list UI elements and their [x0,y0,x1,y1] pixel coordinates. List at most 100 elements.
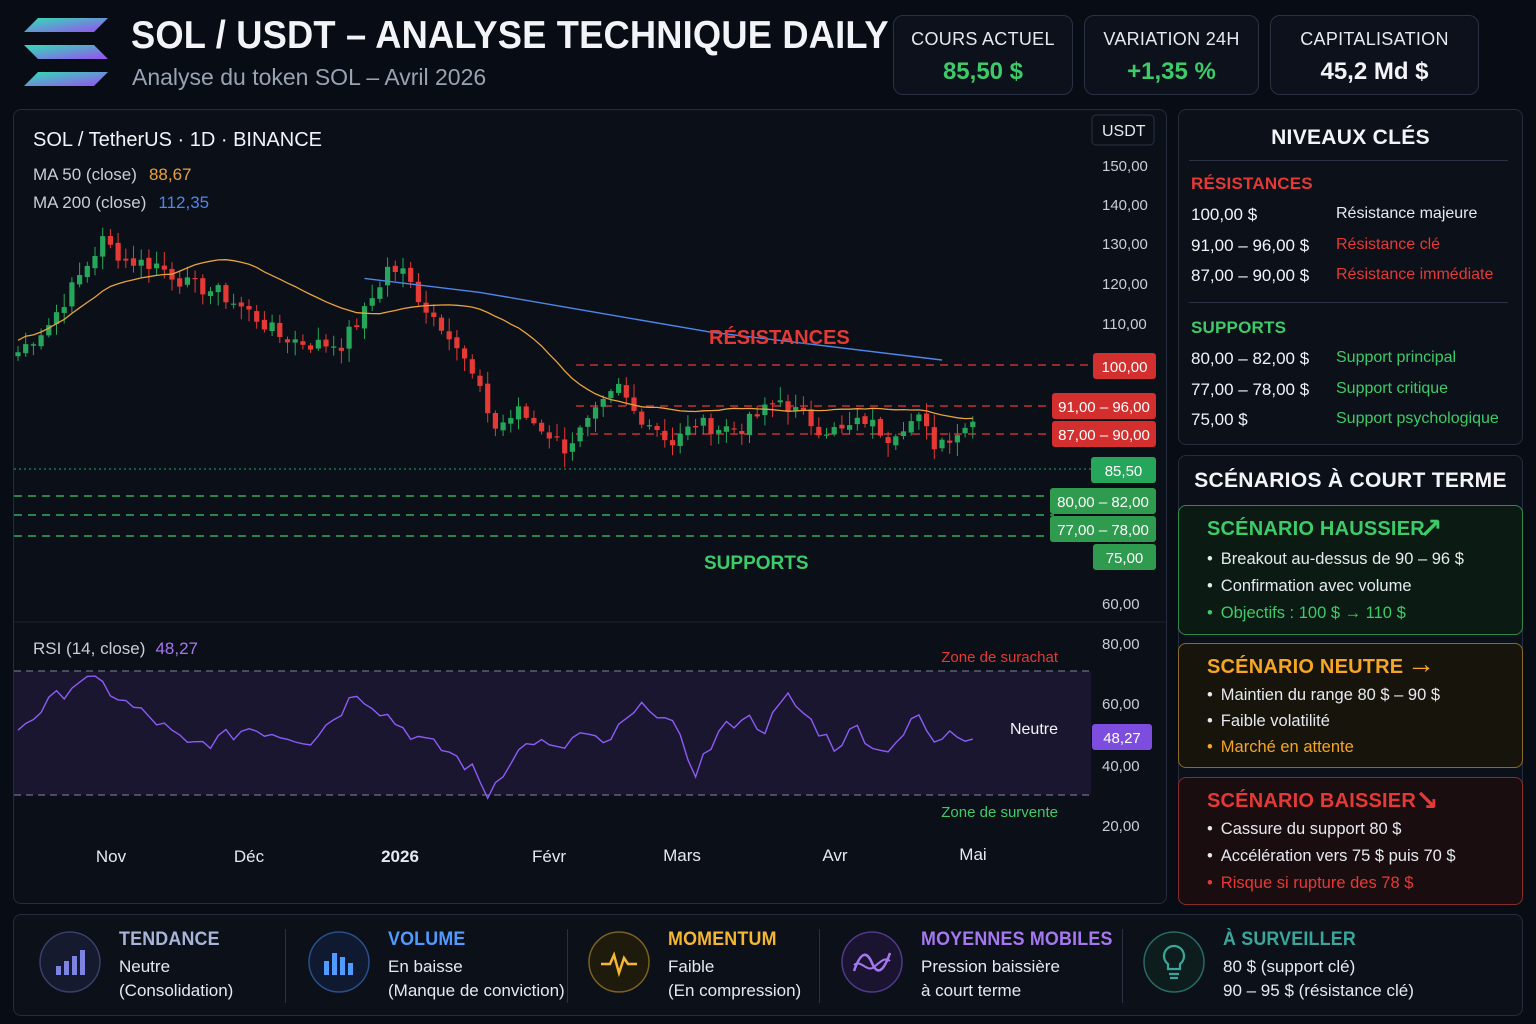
candle[interactable] [723,426,729,432]
candle[interactable] [870,419,876,427]
candle[interactable] [154,263,160,269]
price-chart[interactable]: SOL / TetherUS · 1D · BINANCE MA 50 (clo… [14,110,1167,904]
candle[interactable] [646,425,652,427]
candle[interactable] [331,346,337,348]
candle[interactable] [408,267,414,282]
candle[interactable] [708,418,714,435]
candle[interactable] [492,413,498,429]
candle[interactable] [261,319,267,330]
candle[interactable] [123,258,129,261]
candle[interactable] [454,337,460,349]
candle[interactable] [161,265,167,270]
candle[interactable] [962,427,968,434]
candle[interactable] [847,425,853,430]
candle[interactable] [569,443,575,452]
candle[interactable] [631,397,637,411]
candle[interactable] [854,417,860,425]
candle[interactable] [877,419,883,436]
candle[interactable] [893,436,899,446]
candle[interactable] [554,436,560,438]
candle[interactable] [100,236,106,257]
candle[interactable] [924,413,930,427]
candle[interactable] [292,339,298,343]
candle[interactable] [30,344,36,346]
candle[interactable] [392,265,398,273]
candle[interactable] [639,411,645,425]
candle[interactable] [970,421,976,428]
candle[interactable] [300,341,306,345]
candle[interactable] [431,312,437,318]
candle[interactable] [600,398,606,407]
candle[interactable] [200,278,206,295]
candle[interactable] [654,426,660,430]
candle[interactable] [338,347,344,351]
candle[interactable] [277,322,283,338]
candle[interactable] [92,255,98,269]
candle[interactable] [839,424,845,429]
candle[interactable] [908,421,914,433]
candle[interactable] [823,434,830,436]
candle[interactable] [231,303,237,305]
candle[interactable] [46,325,52,336]
candle[interactable] [662,430,668,441]
candle[interactable] [693,426,699,428]
candle[interactable] [546,432,552,439]
candle[interactable] [215,285,221,293]
candle[interactable] [438,317,445,331]
candle[interactable] [947,440,953,443]
candle[interactable] [38,335,44,347]
candle[interactable] [500,422,506,431]
candle[interactable] [177,278,183,287]
candle[interactable] [515,406,522,420]
candlestick-series[interactable] [15,227,976,468]
candle[interactable] [138,259,144,266]
candle[interactable] [592,407,599,419]
candle[interactable] [816,426,822,436]
candle[interactable] [731,428,737,430]
candle[interactable] [446,331,452,340]
candle[interactable] [323,339,329,347]
candle[interactable] [423,302,429,313]
candle[interactable] [354,325,360,328]
candle[interactable] [84,265,90,278]
candle[interactable] [207,291,214,297]
candle[interactable] [192,278,198,280]
candle[interactable] [146,257,152,269]
candle[interactable] [377,287,383,299]
candle[interactable] [346,326,352,349]
candle[interactable] [385,266,391,286]
candle[interactable] [238,302,244,307]
candle[interactable] [793,407,799,411]
candle[interactable] [585,417,591,427]
candle[interactable] [831,427,837,435]
candle[interactable] [246,306,252,310]
candle[interactable] [308,345,314,350]
candle[interactable] [785,401,791,412]
candle[interactable] [954,435,960,443]
candle[interactable] [315,339,321,349]
candle[interactable] [739,431,745,435]
candle[interactable] [700,417,706,426]
candle[interactable] [562,439,568,454]
candle[interactable] [677,434,683,446]
candle[interactable] [616,383,622,393]
candle[interactable] [400,268,406,274]
candle[interactable] [469,359,475,374]
candle[interactable] [61,307,67,313]
candle[interactable] [716,429,722,434]
candle[interactable] [77,275,83,285]
candle[interactable] [361,306,368,329]
candle[interactable] [800,407,806,411]
candle[interactable] [608,391,614,399]
candle[interactable] [539,422,545,432]
candle[interactable] [770,403,776,405]
price-chart-panel[interactable]: SOL / TetherUS · 1D · BINANCE MA 50 (clo… [13,109,1167,904]
candle[interactable] [577,427,583,442]
candle[interactable] [477,375,483,386]
candle[interactable] [939,439,945,449]
candle[interactable] [685,426,691,436]
candle[interactable] [531,417,537,424]
candle[interactable] [508,418,514,424]
candle[interactable] [808,409,814,427]
candle[interactable] [623,385,629,398]
